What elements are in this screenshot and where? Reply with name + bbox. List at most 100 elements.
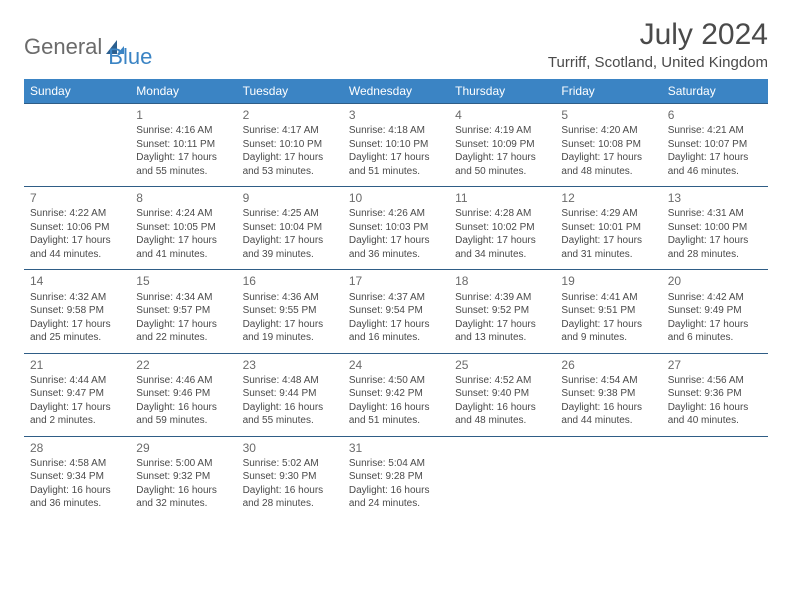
day-header: Tuesday — [237, 79, 343, 104]
calendar-cell — [24, 104, 130, 187]
calendar-week: 1Sunrise: 4:16 AMSunset: 10:11 PMDayligh… — [24, 104, 768, 187]
sunset-line: Sunset: 10:03 PM — [349, 221, 443, 235]
day-header: Thursday — [449, 79, 555, 104]
sunset-line: Sunset: 10:05 PM — [136, 221, 230, 235]
day-number: 29 — [136, 440, 230, 456]
sunset-line: Sunset: 10:01 PM — [561, 221, 655, 235]
calendar-cell: 3Sunrise: 4:18 AMSunset: 10:10 PMDayligh… — [343, 104, 449, 187]
sunset-line: Sunset: 9:47 PM — [30, 387, 124, 401]
day-number: 5 — [561, 107, 655, 123]
sunset-line: Sunset: 9:34 PM — [30, 470, 124, 484]
daylight-line: Daylight: 16 hours and 51 minutes. — [349, 401, 443, 428]
day-number: 9 — [243, 190, 337, 206]
day-number: 10 — [349, 190, 443, 206]
sunset-line: Sunset: 10:11 PM — [136, 138, 230, 152]
calendar-cell: 11Sunrise: 4:28 AMSunset: 10:02 PMDaylig… — [449, 187, 555, 270]
day-number: 21 — [30, 357, 124, 373]
calendar-cell: 1Sunrise: 4:16 AMSunset: 10:11 PMDayligh… — [130, 104, 236, 187]
sunset-line: Sunset: 9:40 PM — [455, 387, 549, 401]
daylight-line: Daylight: 16 hours and 59 minutes. — [136, 401, 230, 428]
day-number: 24 — [349, 357, 443, 373]
sunrise-line: Sunrise: 4:54 AM — [561, 374, 655, 388]
calendar-cell: 18 Sunrise: 4:39 AMSunset: 9:52 PMDayligh… — [449, 270, 555, 353]
sunset-line: Sunset: 9:36 PM — [668, 387, 762, 401]
calendar-table: SundayMondayTuesdayWednesdayThursdayFrid… — [24, 79, 768, 519]
sunrise-line: Sunrise: 4:37 AM — [349, 291, 443, 305]
calendar-cell: 5Sunrise: 4:20 AMSunset: 10:08 PMDayligh… — [555, 104, 661, 187]
sunset-line: Sunset: 9:57 PM — [136, 304, 230, 318]
sunset-line: Sunset: 10:07 PM — [668, 138, 762, 152]
sunrise-line: Sunrise: 4:50 AM — [349, 374, 443, 388]
sunrise-line: Sunrise: 4:46 AM — [136, 374, 230, 388]
calendar-cell — [662, 436, 768, 519]
sunrise-line: Sunrise: 4:17 AM — [243, 124, 337, 138]
calendar-cell: 21Sunrise: 4:44 AMSunset: 9:47 PMDayligh… — [24, 353, 130, 436]
day-number: 27 — [668, 357, 762, 373]
sunrise-line: Sunrise: 4:28 AM — [455, 207, 549, 221]
day-number: 14 — [30, 273, 124, 289]
day-number: 22 — [136, 357, 230, 373]
day-header: Monday — [130, 79, 236, 104]
sunset-line: Sunset: 9:52 PM — [455, 304, 549, 318]
daylight-line: Daylight: 16 hours and 55 minutes. — [243, 401, 337, 428]
sunrise-line: Sunrise: 5:00 AM — [136, 457, 230, 471]
calendar-cell: 16Sunrise: 4:36 AMSunset: 9:55 PMDayligh… — [237, 270, 343, 353]
day-header: Friday — [555, 79, 661, 104]
daylight-line: Daylight: 17 hours and 48 minutes. — [561, 151, 655, 178]
daylight-line: Daylight: 17 hours and 25 minutes. — [30, 318, 124, 345]
sunset-line: Sunset: 10:10 PM — [349, 138, 443, 152]
day-number: 23 — [243, 357, 337, 373]
sunset-line: Sunset: 9:28 PM — [349, 470, 443, 484]
calendar-cell: 10Sunrise: 4:26 AMSunset: 10:03 PMDaylig… — [343, 187, 449, 270]
sunset-line: Sunset: 10:06 PM — [30, 221, 124, 235]
daylight-line: Daylight: 16 hours and 28 minutes. — [243, 484, 337, 511]
daylight-line: Daylight: 16 hours and 48 minutes. — [455, 401, 549, 428]
sunset-line: Sunset: 10:04 PM — [243, 221, 337, 235]
calendar-cell: 13Sunrise: 4:31 AMSunset: 10:00 PMDaylig… — [662, 187, 768, 270]
calendar-cell: 29Sunrise: 5:00 AMSunset: 9:32 PMDayligh… — [130, 436, 236, 519]
calendar-cell: 19Sunrise: 4:41 AMSunset: 9:51 PMDayligh… — [555, 270, 661, 353]
daylight-line: Daylight: 17 hours and 50 minutes. — [455, 151, 549, 178]
calendar-week: 7Sunrise: 4:22 AMSunset: 10:06 PMDayligh… — [24, 187, 768, 270]
sunset-line: Sunset: 10:10 PM — [243, 138, 337, 152]
calendar-cell: 17Sunrise: 4:37 AMSunset: 9:54 PMDayligh… — [343, 270, 449, 353]
calendar-cell: 2Sunrise: 4:17 AMSunset: 10:10 PMDayligh… — [237, 104, 343, 187]
day-header: Wednesday — [343, 79, 449, 104]
calendar-cell: 31Sunrise: 5:04 AMSunset: 9:28 PMDayligh… — [343, 436, 449, 519]
daylight-line: Daylight: 17 hours and 19 minutes. — [243, 318, 337, 345]
daylight-line: Daylight: 17 hours and 55 minutes. — [136, 151, 230, 178]
day-number: 30 — [243, 440, 337, 456]
sunset-line: Sunset: 9:38 PM — [561, 387, 655, 401]
logo-text-blue: Blue — [108, 44, 152, 70]
day-number: 12 — [561, 190, 655, 206]
day-header-row: SundayMondayTuesdayWednesdayThursdayFrid… — [24, 79, 768, 104]
calendar-cell: 15Sunrise: 4:34 AMSunset: 9:57 PMDayligh… — [130, 270, 236, 353]
calendar-week: 28Sunrise: 4:58 AMSunset: 9:34 PMDayligh… — [24, 436, 768, 519]
daylight-line: Daylight: 17 hours and 51 minutes. — [349, 151, 443, 178]
calendar-body: 1Sunrise: 4:16 AMSunset: 10:11 PMDayligh… — [24, 104, 768, 519]
sunrise-line: Sunrise: 5:04 AM — [349, 457, 443, 471]
daylight-line: Daylight: 17 hours and 13 minutes. — [455, 318, 549, 345]
sunrise-line: Sunrise: 5:02 AM — [243, 457, 337, 471]
daylight-line: Daylight: 17 hours and 39 minutes. — [243, 234, 337, 261]
day-number: 18 — [455, 273, 549, 289]
day-number: 19 — [561, 273, 655, 289]
daylight-line: Daylight: 17 hours and 31 minutes. — [561, 234, 655, 261]
location-text: Turriff, Scotland, United Kingdom — [548, 54, 768, 71]
day-header: Saturday — [662, 79, 768, 104]
sunrise-line: Sunrise: 4:39 AM — [455, 291, 549, 305]
calendar-week: 14Sunrise: 4:32 AMSunset: 9:58 PMDayligh… — [24, 270, 768, 353]
day-number: 20 — [668, 273, 762, 289]
daylight-line: Daylight: 16 hours and 40 minutes. — [668, 401, 762, 428]
logo-text-general: General — [24, 34, 102, 60]
sunset-line: Sunset: 9:55 PM — [243, 304, 337, 318]
day-number: 25 — [455, 357, 549, 373]
daylight-line: Daylight: 16 hours and 44 minutes. — [561, 401, 655, 428]
calendar-cell: 26Sunrise: 4:54 AMSunset: 9:38 PMDayligh… — [555, 353, 661, 436]
calendar-cell: 14Sunrise: 4:32 AMSunset: 9:58 PMDayligh… — [24, 270, 130, 353]
day-number: 11 — [455, 190, 549, 206]
daylight-line: Daylight: 17 hours and 2 minutes. — [30, 401, 124, 428]
sunrise-line: Sunrise: 4:58 AM — [30, 457, 124, 471]
sunrise-line: Sunrise: 4:52 AM — [455, 374, 549, 388]
daylight-line: Daylight: 17 hours and 16 minutes. — [349, 318, 443, 345]
